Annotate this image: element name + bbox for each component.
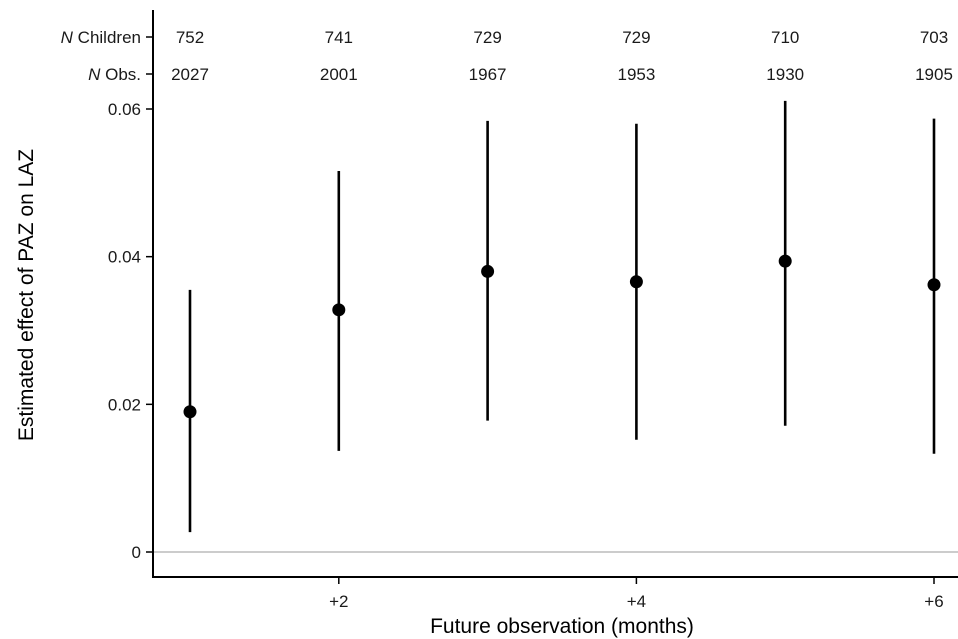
count-value: 2027	[171, 65, 209, 84]
point-estimate	[332, 303, 346, 317]
count-value: 729	[622, 28, 650, 47]
count-value: 703	[920, 28, 948, 47]
count-value: 729	[473, 28, 501, 47]
count-row-label: N Children	[61, 28, 141, 47]
x-axis-ticks: +2 +4 +6	[329, 577, 944, 611]
y-tick-label: 0.06	[108, 100, 141, 119]
y-tick-label: 0	[132, 543, 141, 562]
count-row-label-n: N	[88, 65, 101, 84]
count-value: 710	[771, 28, 799, 47]
point-estimate	[481, 264, 495, 278]
count-row-label-n: N	[61, 28, 74, 47]
y-axis-ticks: 0 0.02 0.04 0.06	[108, 100, 153, 562]
x-tick-label: +2	[329, 592, 348, 611]
y-axis-title: Estimated effect of PAZ on LAZ	[15, 149, 38, 441]
y-tick-label: 0.04	[108, 248, 141, 267]
count-row-label: N Obs.	[88, 65, 141, 84]
point-estimate	[183, 405, 197, 419]
count-value: 2001	[320, 65, 358, 84]
y-tick-label: 0.02	[108, 395, 141, 414]
confidence-intervals	[188, 100, 936, 533]
point-estimate	[778, 254, 792, 268]
count-value: 1905	[915, 65, 953, 84]
point-estimate	[927, 278, 941, 292]
count-value: 1967	[469, 65, 507, 84]
point-estimate	[629, 275, 643, 289]
count-value: 741	[325, 28, 353, 47]
count-value: 752	[176, 28, 204, 47]
count-row-label-text: Obs.	[100, 65, 141, 84]
count-value: 1930	[766, 65, 804, 84]
count-row-label-text: Children	[73, 28, 141, 47]
sample-size-table: N Children 752 741 729 729 710 703 N Obs. 2027 20…	[61, 28, 953, 84]
x-tick-label: +6	[924, 592, 943, 611]
x-tick-label: +4	[627, 592, 646, 611]
count-value: 1953	[617, 65, 655, 84]
x-axis-title: Future observation (months)	[430, 615, 694, 638]
point-estimates	[183, 254, 941, 419]
